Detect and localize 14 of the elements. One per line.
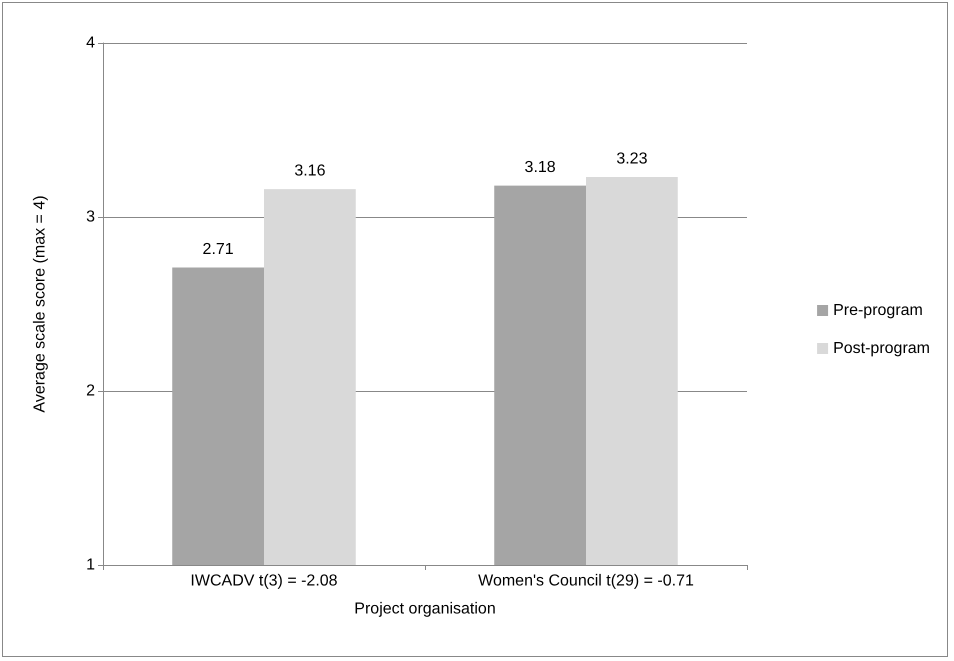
data-label: 3.23	[616, 150, 648, 168]
y-axis-title: Average scale score (max = 4)	[32, 195, 48, 413]
x-axis-title: Project organisation	[354, 600, 496, 618]
y-tick-label: 1	[86, 556, 96, 574]
data-label: 2.71	[202, 240, 234, 258]
x-tick-label: Women's Council t(29) = -0.71	[478, 572, 694, 590]
data-label: 3.16	[294, 162, 326, 180]
data-label: 3.18	[524, 159, 556, 176]
x-tick-label: IWCADV t(3) = -2.08	[190, 572, 338, 590]
legend-label: Pre-program	[833, 302, 923, 319]
y-tick-label: 3	[86, 208, 96, 226]
y-tick-label: 4	[86, 34, 96, 52]
y-tick-label: 2	[86, 382, 96, 400]
legend-label: Post-program	[833, 340, 930, 357]
